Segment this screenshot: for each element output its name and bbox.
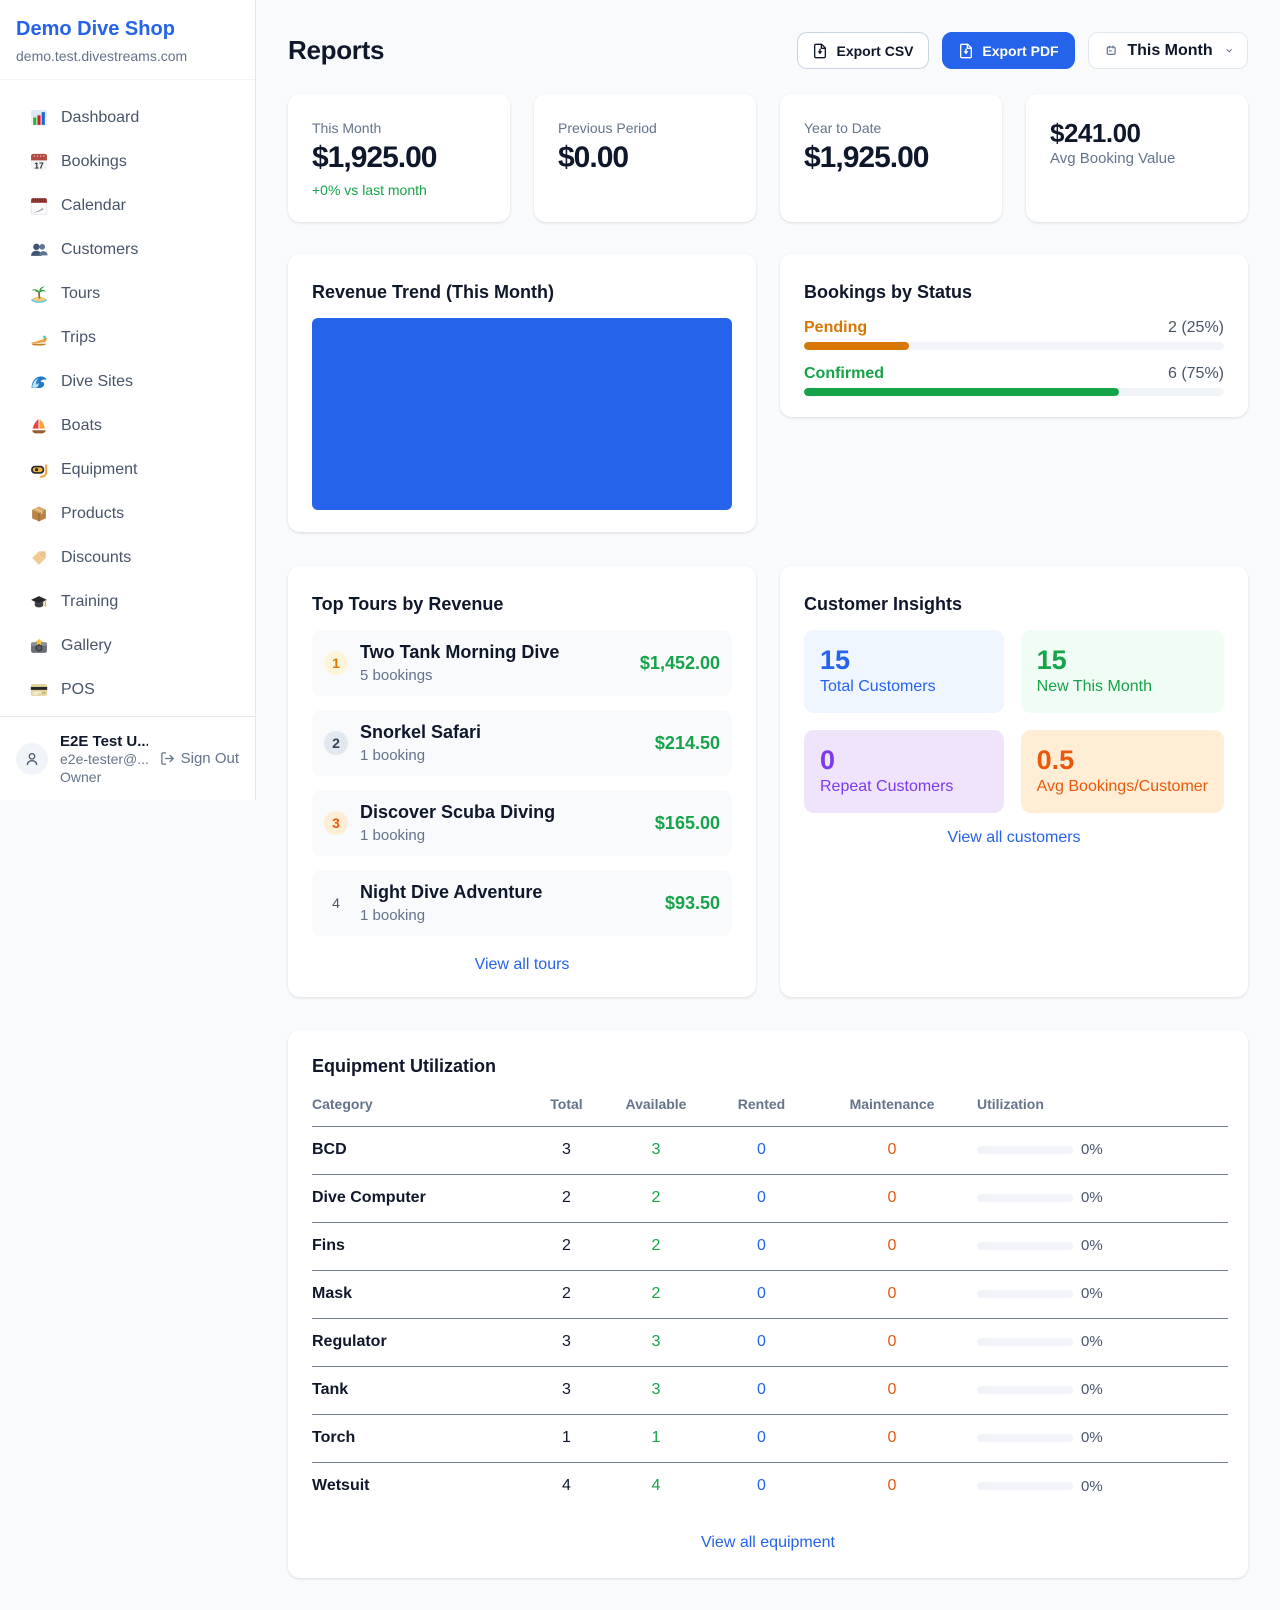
svg-text:17: 17 (34, 160, 44, 170)
